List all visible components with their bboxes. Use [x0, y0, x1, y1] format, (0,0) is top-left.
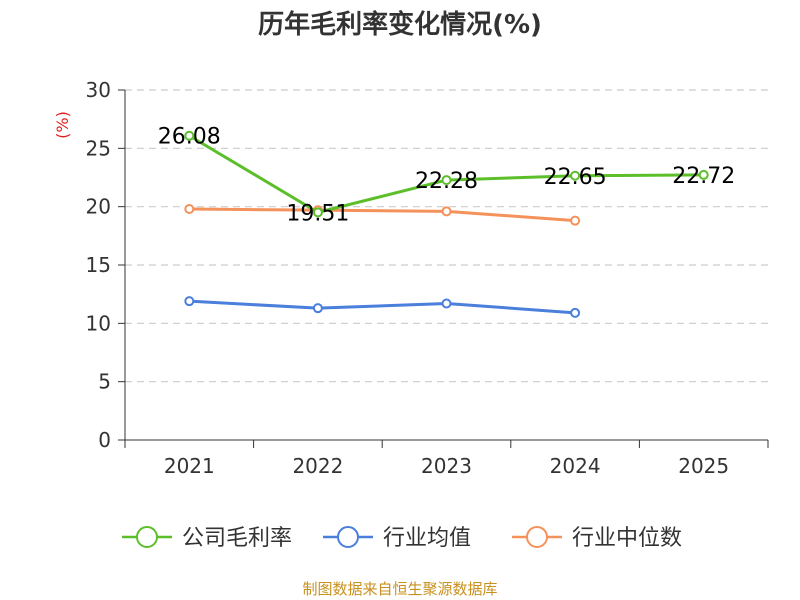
data-label: 26.08 [158, 125, 221, 150]
legend-label: 公司毛利率 [182, 526, 292, 551]
data-point[interactable] [312, 303, 323, 314]
data-point[interactable] [312, 207, 323, 218]
data-point[interactable] [441, 298, 452, 309]
x-tick-label: 2024 [550, 454, 601, 478]
legend-item-1[interactable]: 行业均值 [323, 526, 471, 551]
data-point[interactable] [570, 170, 581, 181]
chart-title: 历年毛利率变化情况(%) [258, 10, 542, 40]
data-label: 22.28 [415, 169, 478, 194]
data-label: 19.51 [286, 201, 349, 226]
y-tick-label: 10 [86, 311, 111, 335]
x-tick-label: 2021 [164, 454, 215, 478]
y-axis-unit-label: (%) [53, 111, 72, 139]
y-tick-label: 15 [86, 253, 111, 277]
legend: 公司毛利率 行业均值 行业中位数 [122, 526, 682, 551]
legend-label: 行业中位数 [572, 526, 682, 551]
data-point[interactable] [570, 215, 581, 226]
data-labels: 26.08 19.51 22.28 22.65 22.72 [158, 125, 735, 227]
series-line-2 [189, 207, 576, 223]
x-tick-label: 2023 [421, 454, 472, 478]
legend-item-0[interactable]: 公司毛利率 [122, 526, 292, 551]
series-line-1 [189, 299, 576, 315]
data-point[interactable] [184, 130, 195, 141]
x-tick-label: 2025 [678, 454, 729, 478]
data-point[interactable] [184, 296, 195, 307]
source-note: 制图数据来自恒生聚源数据库 [302, 580, 498, 598]
y-tick-label: 25 [86, 136, 111, 160]
data-point[interactable] [184, 204, 195, 214]
x-tick-label: 2022 [292, 454, 343, 478]
legend-label: 行业均值 [383, 526, 471, 551]
y-tick-label: 30 [86, 78, 111, 102]
data-point[interactable] [698, 169, 709, 180]
y-tick-label: 20 [86, 195, 111, 219]
data-point[interactable] [441, 175, 452, 186]
series-lines [184, 130, 709, 318]
legend-marker-icon [136, 526, 158, 548]
grid-lines [125, 89, 768, 383]
data-label: 22.72 [672, 164, 735, 189]
data-point[interactable] [570, 307, 581, 318]
legend-item-2[interactable]: 行业中位数 [512, 526, 682, 551]
legend-marker-icon [337, 526, 359, 548]
y-tick-label: 0 [98, 428, 111, 452]
legend-marker-icon [526, 526, 548, 548]
data-label: 22.65 [544, 165, 607, 190]
data-point[interactable] [441, 206, 452, 217]
y-tick-label: 5 [98, 370, 111, 394]
